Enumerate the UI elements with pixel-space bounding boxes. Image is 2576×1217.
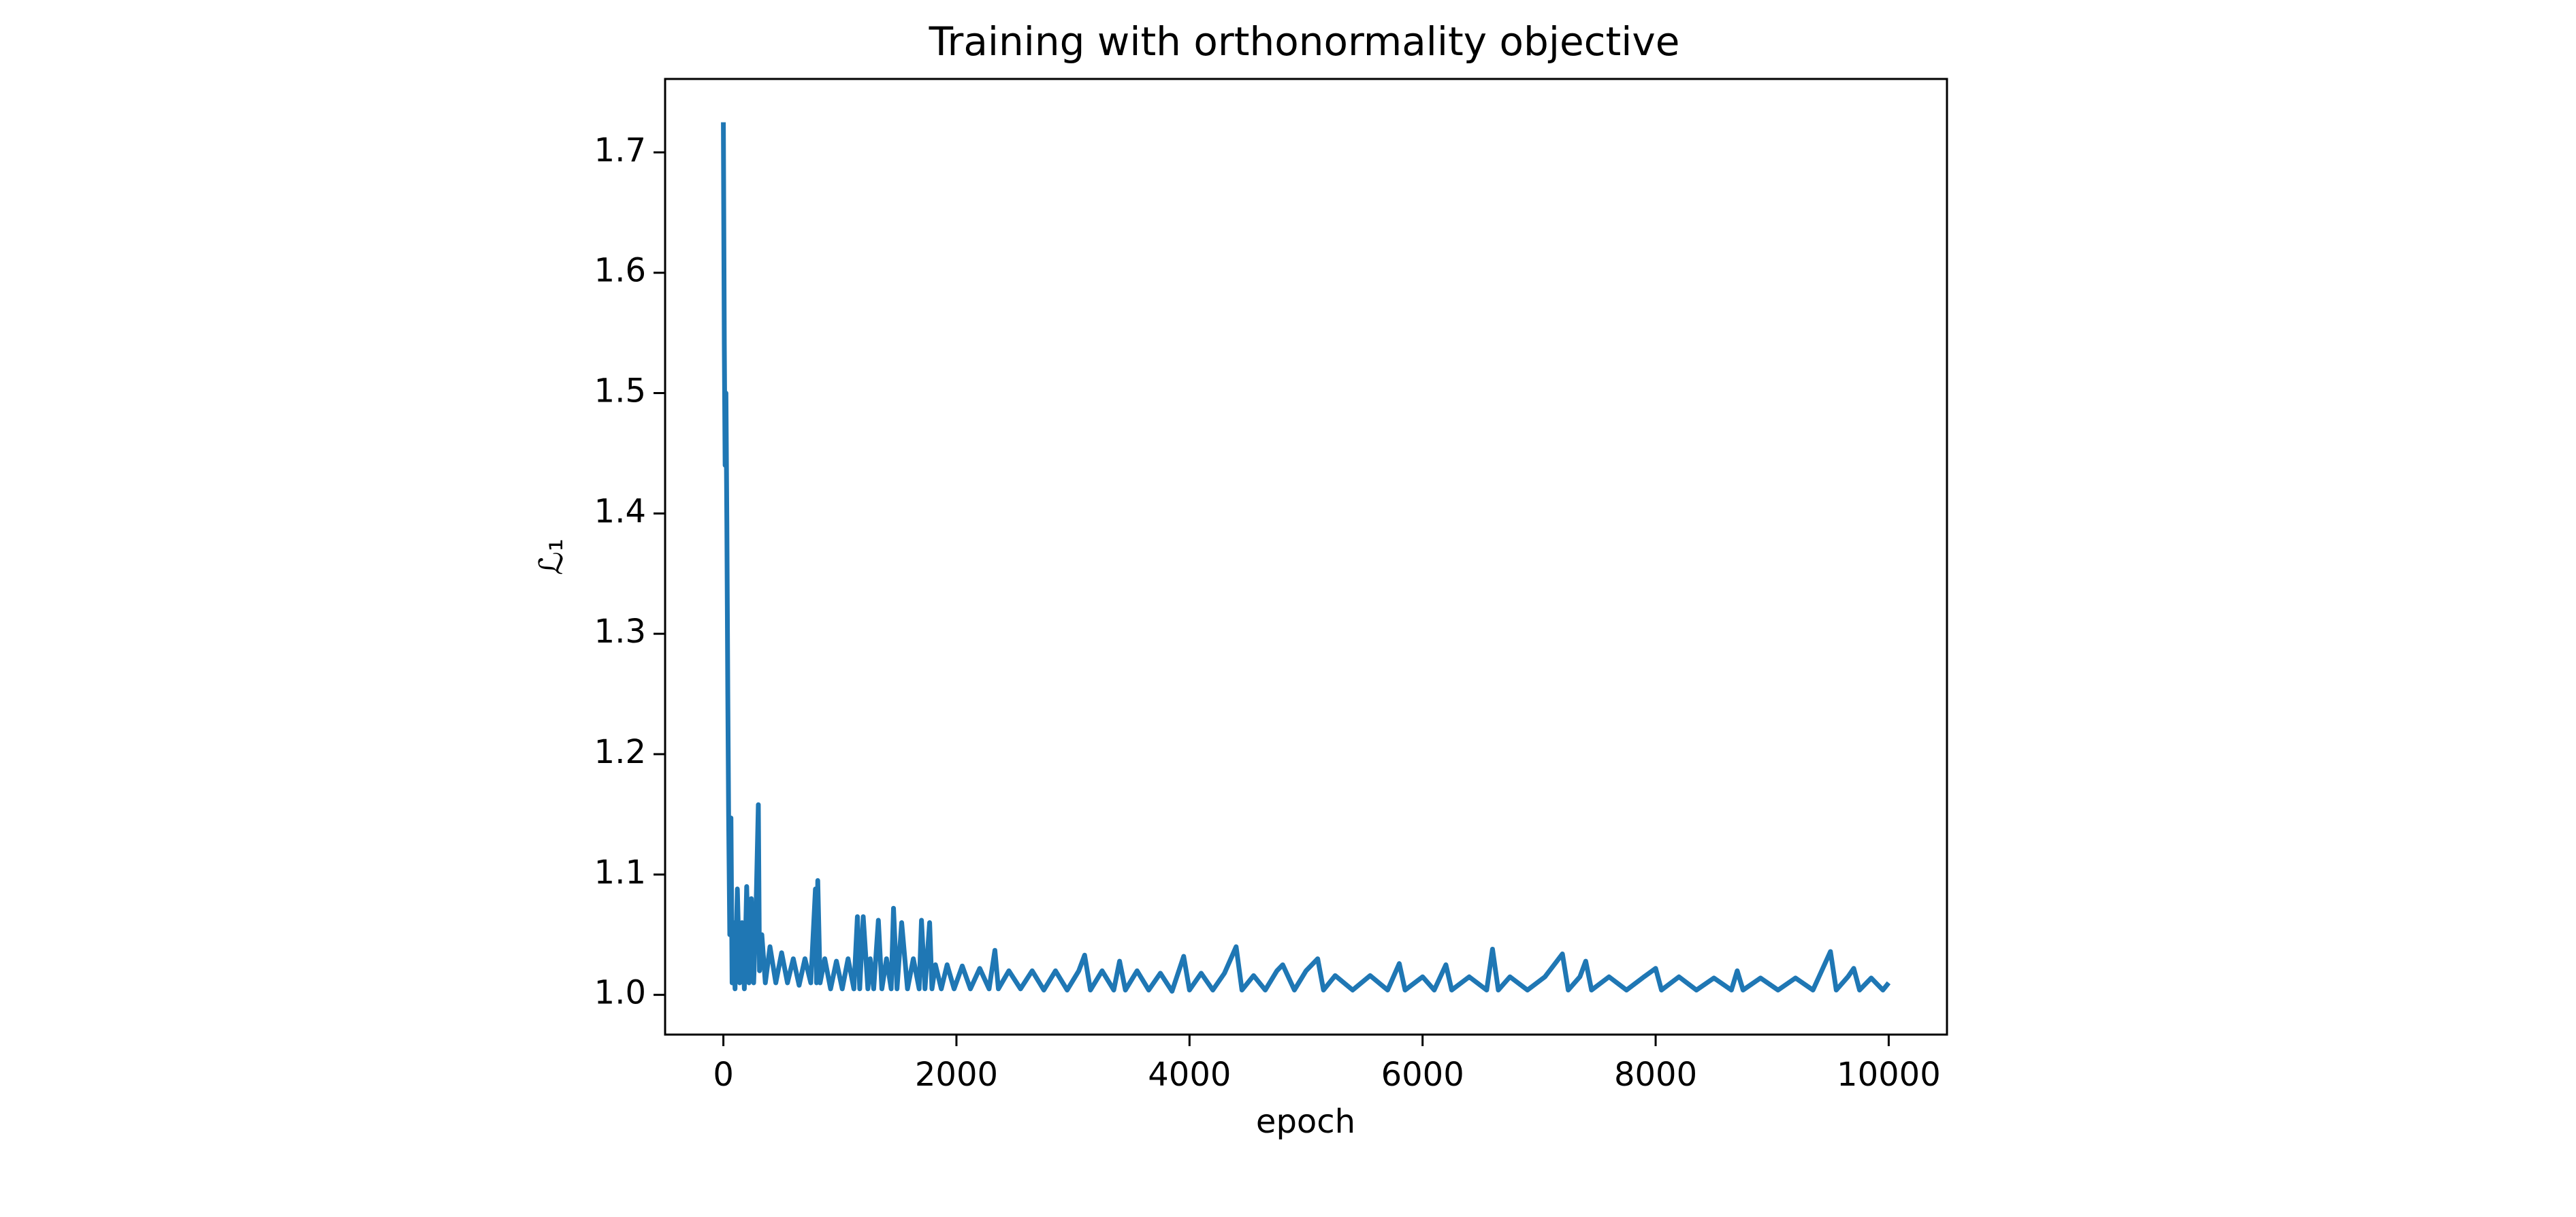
plot-frame bbox=[664, 78, 1948, 1036]
y-tick-label: 1.4 bbox=[594, 492, 646, 530]
y-tick-label: 1.7 bbox=[594, 131, 646, 169]
y-tick-label: 1.2 bbox=[594, 733, 646, 771]
x-tick-label: 6000 bbox=[1381, 1056, 1464, 1094]
x-axis-label: epoch bbox=[1256, 1103, 1355, 1141]
y-tick-label: 1.3 bbox=[594, 613, 646, 651]
y-tick-label: 1.0 bbox=[594, 974, 646, 1012]
x-tick-label: 0 bbox=[713, 1056, 734, 1094]
x-tick-label: 10000 bbox=[1837, 1056, 1941, 1094]
x-tick-label: 8000 bbox=[1614, 1056, 1697, 1094]
y-axis-label: ℒ₁ bbox=[532, 538, 570, 575]
y-tick-label: 1.5 bbox=[594, 372, 646, 410]
x-tick-label: 2000 bbox=[915, 1056, 998, 1094]
chart-title: Training with orthonormality objective bbox=[929, 18, 1680, 65]
y-tick-label: 1.6 bbox=[594, 252, 646, 290]
y-tick-label: 1.1 bbox=[594, 854, 646, 892]
data-line bbox=[721, 122, 1891, 994]
x-tick-label: 4000 bbox=[1148, 1056, 1231, 1094]
